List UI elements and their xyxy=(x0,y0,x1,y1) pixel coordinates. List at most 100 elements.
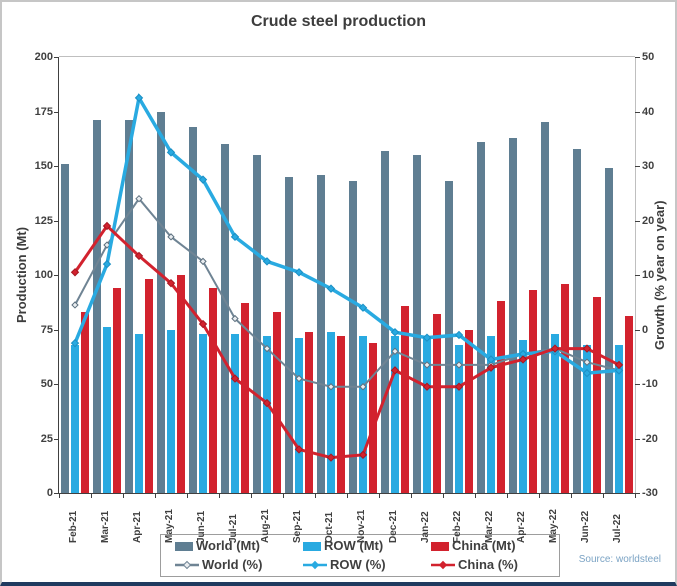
china-pct-marker xyxy=(326,453,336,462)
legend-item-label: World (%) xyxy=(202,556,263,572)
x-axis-tick-label: Jun-22 xyxy=(580,510,591,543)
x-axis-tick-label: Aug-21 xyxy=(260,509,271,543)
china-bar xyxy=(113,288,121,493)
world-pct-marker xyxy=(231,314,239,323)
row-bar xyxy=(391,336,399,493)
row-pct-marker xyxy=(326,284,336,293)
right-axis-tick xyxy=(635,57,640,58)
legend-bar-swatch-icon xyxy=(175,541,193,551)
legend-item-label: World (Mt) xyxy=(196,538,261,554)
legend-item: World (Mt) xyxy=(175,539,303,553)
left-axis-tick xyxy=(54,220,59,222)
world-pct-marker xyxy=(327,383,335,391)
x-axis-tick xyxy=(539,493,540,498)
chart-legend: World (Mt) ROW (Mt) China (Mt) World (%) ROW… xyxy=(160,534,560,577)
china-bar xyxy=(81,312,89,493)
right-axis-tick-label: 20 xyxy=(642,214,655,227)
row-pct-marker xyxy=(70,338,80,348)
x-axis-tick-label: Nov-21 xyxy=(356,509,367,543)
world-bar xyxy=(221,144,229,493)
x-axis-tick xyxy=(187,493,188,498)
row-bar xyxy=(103,327,111,493)
left-axis-tick-label: 125 xyxy=(34,214,53,227)
row-pct-marker xyxy=(294,268,304,277)
left-axis-tick-label: 100 xyxy=(34,269,53,281)
legend-bar-swatch-icon xyxy=(431,541,449,551)
china-pct-line xyxy=(73,223,620,460)
china-bar xyxy=(177,275,185,493)
right-axis-tick xyxy=(635,111,640,113)
x-axis-tick-label: Apr-22 xyxy=(516,511,527,543)
x-axis-tick-label: Feb-21 xyxy=(68,510,79,543)
right-axis-tick xyxy=(635,275,640,276)
legend-item: World (%) xyxy=(175,556,303,572)
x-axis-tick xyxy=(219,493,220,498)
lines-layer xyxy=(70,92,624,462)
china-pct-marker xyxy=(550,344,560,353)
legend-item: ROW (%) xyxy=(303,556,431,572)
world-pct-marker xyxy=(199,257,207,266)
world-bar xyxy=(253,155,261,493)
right-axis-tick-label: 0 xyxy=(642,323,649,336)
china-bar xyxy=(593,296,601,493)
china-bar xyxy=(401,305,409,493)
x-axis-tick xyxy=(155,493,156,498)
left-axis-tick xyxy=(54,493,59,494)
left-axis-tick-label: 200 xyxy=(34,51,53,63)
row-bar xyxy=(231,333,239,493)
legend-item-label: ROW (%) xyxy=(330,556,386,572)
right-axis-tick-label: -20 xyxy=(642,432,658,445)
china-pct-marker xyxy=(454,382,464,391)
china-bar xyxy=(369,342,377,493)
right-axis-tick-label: 50 xyxy=(642,51,655,63)
row-pct-marker xyxy=(614,366,624,375)
china-bar xyxy=(305,331,313,493)
world-pct-marker xyxy=(103,241,111,249)
legend-line-swatch-icon xyxy=(431,560,455,569)
world-bar xyxy=(157,111,165,493)
row-bar xyxy=(455,344,463,493)
china-bar xyxy=(433,314,441,493)
china-pct-marker xyxy=(102,221,112,231)
plot-area xyxy=(58,56,636,494)
left-axis-tick-label: 75 xyxy=(40,323,53,336)
china-bar xyxy=(337,336,345,493)
row-pct-marker xyxy=(486,355,496,364)
row-bar xyxy=(423,336,431,493)
world-bar xyxy=(573,148,581,493)
right-axis-tick-label: -10 xyxy=(642,378,658,390)
left-axis-tick-label: 50 xyxy=(40,378,53,390)
left-axis-tick-label: 150 xyxy=(34,160,53,172)
x-axis-tick-label: May-22 xyxy=(548,509,559,543)
row-bar xyxy=(583,344,591,493)
x-axis-tick-label: Oct-21 xyxy=(324,511,335,543)
x-axis-tick xyxy=(507,493,508,498)
china-pct-marker xyxy=(134,251,144,261)
left-axis-tick xyxy=(54,384,59,385)
china-bar xyxy=(625,316,633,493)
right-axis-tick xyxy=(635,493,640,494)
left-axis-tick-label: 175 xyxy=(34,105,53,118)
row-pct-marker xyxy=(166,148,176,157)
world-pct-marker xyxy=(391,347,399,356)
left-axis-tick-label: 25 xyxy=(40,432,53,445)
world-bar xyxy=(413,155,421,493)
right-axis-tick xyxy=(635,384,640,385)
row-pct-marker xyxy=(358,303,368,312)
row-pct-marker xyxy=(422,333,432,342)
legend-item-label: ROW (Mt) xyxy=(324,538,384,554)
legend-item: China (Mt) xyxy=(431,539,559,553)
china-bar xyxy=(273,312,281,493)
world-bar xyxy=(93,120,101,493)
china-pct-marker xyxy=(198,319,208,329)
world-pct-line xyxy=(74,197,620,388)
x-axis-tick xyxy=(475,493,476,498)
world-pct-marker xyxy=(167,233,175,241)
china-bar xyxy=(145,279,153,493)
row-bar xyxy=(263,336,271,493)
left-axis-tick xyxy=(54,57,59,58)
x-axis-tick xyxy=(443,493,444,498)
x-axis-tick-label: Jul-22 xyxy=(612,514,623,543)
china-bar xyxy=(465,329,473,493)
